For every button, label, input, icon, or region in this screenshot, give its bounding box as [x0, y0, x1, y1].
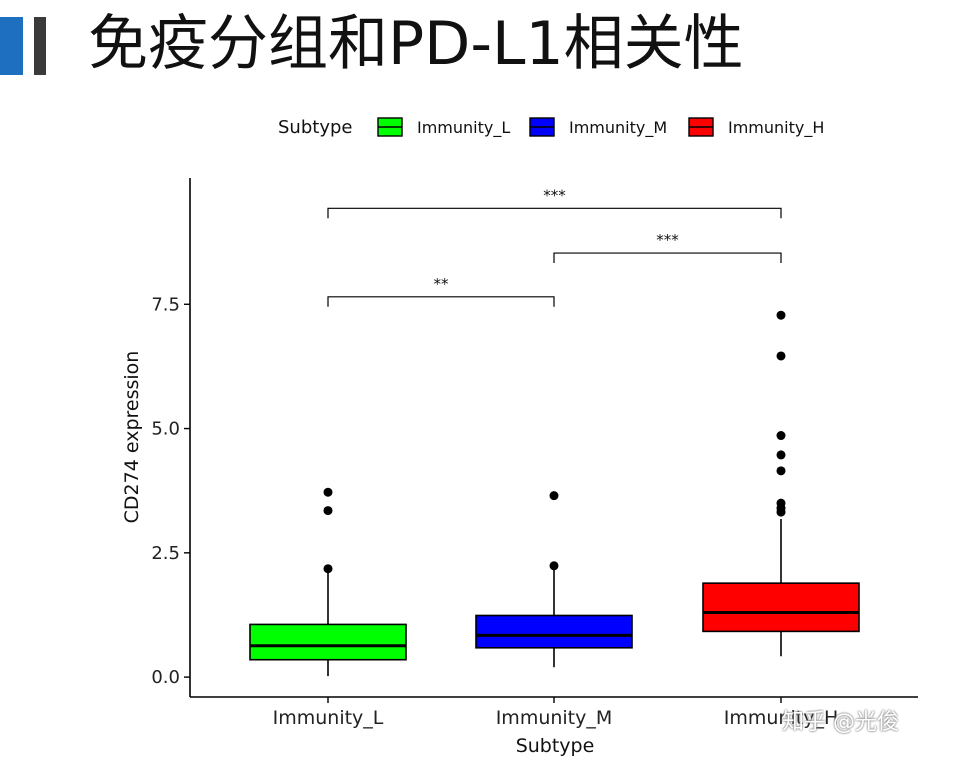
outlier-point — [776, 450, 786, 460]
significance-bracket — [327, 207, 782, 219]
box-immunity_h — [702, 310, 860, 657]
y-tick-label: 2.5 — [151, 543, 180, 564]
y-tick-label: 0.0 — [151, 667, 180, 688]
box-immunity_l — [249, 487, 407, 677]
box-body — [249, 623, 407, 661]
outlier-point — [323, 487, 333, 497]
y-tick-label: 5.0 — [151, 419, 180, 440]
outlier-point — [776, 351, 786, 361]
x-axis-label: Subtype — [516, 735, 595, 757]
significance-label: *** — [543, 186, 566, 204]
x-tick-label-immunity_m: Immunity_M — [496, 707, 613, 729]
watermark-text: 知乎 @光俊 — [782, 710, 899, 735]
legend: Subtype Immunity_L Immunity_M Immunity_H — [278, 117, 824, 138]
outlier-point — [323, 564, 333, 574]
outlier-point — [776, 310, 786, 320]
title-accent-bar-gray — [34, 17, 46, 75]
outlier-point — [776, 431, 786, 441]
outlier-point — [776, 466, 786, 476]
significance-bracket — [327, 296, 555, 307]
legend-label-immunity_m: Immunity_M — [569, 118, 667, 138]
significance-bracket — [553, 252, 782, 264]
outlier-point — [776, 498, 786, 508]
title-accent-bar-blue — [0, 17, 23, 75]
legend-label-immunity_l: Immunity_L — [417, 118, 510, 138]
significance-label: ** — [434, 275, 450, 293]
outlier-point — [549, 491, 559, 501]
significance-label: *** — [656, 231, 679, 249]
box-immunity_m — [475, 491, 633, 668]
y-tick-label: 7.5 — [151, 294, 180, 315]
x-tick-label-immunity_l: Immunity_L — [273, 707, 384, 729]
x-tick-label-immunity_h: Immunity_H — [724, 707, 838, 729]
outlier-point — [549, 561, 559, 571]
slide-title: 免疫分组和PD-L1相关性 — [88, 9, 744, 79]
y-axis-label: CD274 expression — [121, 351, 143, 524]
outlier-point — [323, 506, 333, 516]
legend-label-immunity_h: Immunity_H — [728, 118, 824, 138]
box-body — [475, 614, 633, 649]
box-body — [702, 582, 860, 633]
legend-title: Subtype — [278, 117, 352, 138]
